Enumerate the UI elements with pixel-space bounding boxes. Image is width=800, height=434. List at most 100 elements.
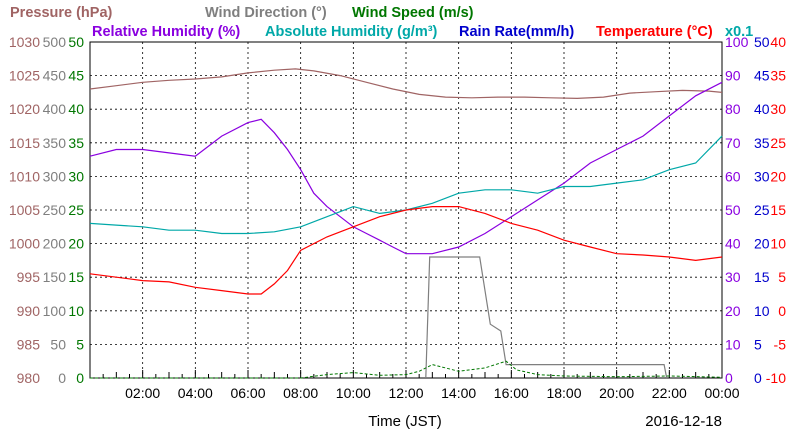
y-tick-label: 30 bbox=[725, 269, 741, 285]
y-tick-label: 20 bbox=[725, 303, 741, 319]
y-tick-label: 50 bbox=[68, 34, 84, 50]
y-tick-label: 35 bbox=[754, 135, 770, 151]
y-tick-label: 350 bbox=[43, 135, 67, 151]
y-tick-label: -10 bbox=[766, 370, 786, 386]
plot-border bbox=[89, 41, 723, 379]
y-tick-label: 25 bbox=[770, 135, 786, 151]
series-line bbox=[90, 360, 723, 379]
y-tick-label: 15 bbox=[754, 269, 770, 285]
y-tick-label: 5 bbox=[754, 336, 762, 352]
y-tick-label: 150 bbox=[43, 269, 67, 285]
x-tick-label: 00:00 bbox=[704, 385, 739, 401]
y-tick-label: 50 bbox=[725, 202, 741, 218]
y-tick-label: 40 bbox=[754, 101, 770, 117]
x-axis-label: Time (JST) bbox=[368, 413, 442, 430]
y-tick-label: 80 bbox=[725, 101, 741, 117]
y-tick-label: 980 bbox=[17, 370, 41, 386]
y-tick-label: 20 bbox=[68, 236, 84, 252]
y-tick-label: 400 bbox=[43, 101, 67, 117]
x-tick-label: 20:00 bbox=[599, 385, 634, 401]
legend: Pressure (hPa) Wind Direction (°) Wind Spe… bbox=[10, 5, 753, 40]
y-tick-label: -5 bbox=[774, 336, 787, 352]
series-group bbox=[89, 68, 723, 379]
x-tick-label: 16:00 bbox=[494, 385, 529, 401]
x-tick-label: 08:00 bbox=[283, 385, 318, 401]
y-tick-label: 0 bbox=[58, 370, 66, 386]
legend-entry: Relative Humidity (%) bbox=[92, 24, 240, 40]
y-tick-label: 250 bbox=[43, 202, 67, 218]
y-tick-label: 100 bbox=[725, 34, 749, 50]
x-tick-label: 12:00 bbox=[388, 385, 423, 401]
legend-entry: Wind Speed (m/s) bbox=[352, 5, 474, 21]
y-tick-label: 10 bbox=[725, 336, 741, 352]
y-tick-label: 1005 bbox=[9, 202, 40, 218]
y-tick-label: 5 bbox=[76, 336, 84, 352]
y-tick-label: 1030 bbox=[9, 34, 40, 50]
series-line bbox=[89, 81, 723, 255]
y-tick-label: 1020 bbox=[9, 101, 40, 117]
y-tick-label: 0 bbox=[76, 370, 84, 386]
y-tick-label: 20 bbox=[754, 236, 770, 252]
x-tick-label: 06:00 bbox=[230, 385, 265, 401]
y-tick-label: 25 bbox=[68, 202, 84, 218]
y-tick-label: 450 bbox=[43, 68, 67, 84]
y-tick-label: 0 bbox=[754, 370, 762, 386]
series-line bbox=[89, 68, 723, 100]
y-tick-label: 50 bbox=[754, 34, 770, 50]
y-tick-label: 200 bbox=[43, 236, 67, 252]
y-tick-label: 50 bbox=[50, 336, 66, 352]
y-tick-label: 990 bbox=[17, 303, 41, 319]
y-tick-label: 10 bbox=[754, 303, 770, 319]
series-line bbox=[89, 206, 723, 295]
y-tick-label: 5 bbox=[778, 269, 786, 285]
y-tick-label: 60 bbox=[725, 168, 741, 184]
plot-frame bbox=[89, 41, 723, 379]
x-tick-label: 02:00 bbox=[125, 385, 160, 401]
chart-date: 2016-12-18 bbox=[645, 413, 722, 430]
y-tick-label: 25 bbox=[754, 202, 770, 218]
x-tick-label: 22:00 bbox=[652, 385, 687, 401]
y-tick-label: 1010 bbox=[9, 168, 40, 184]
y-tick-label: 500 bbox=[43, 34, 67, 50]
y-tick-label: 90 bbox=[725, 68, 741, 84]
legend-entry: Wind Direction (°) bbox=[205, 5, 327, 21]
y-tick-label: 1015 bbox=[9, 135, 40, 151]
y-tick-label: 100 bbox=[43, 303, 67, 319]
grid: 02:00 04:00 06:00 08:00 10:00 12:00 14:00 16:00… bbox=[90, 42, 740, 401]
y-tick-label: 45 bbox=[68, 68, 84, 84]
x-tick-label: 18:00 bbox=[546, 385, 581, 401]
y-tick-label: 40 bbox=[770, 34, 786, 50]
y-tick-label: 15 bbox=[770, 202, 786, 218]
legend-scale-note: x0.1 bbox=[725, 24, 753, 40]
x-tick-label: 10:00 bbox=[336, 385, 371, 401]
y-tick-label: 70 bbox=[725, 135, 741, 151]
y-tick-label: 10 bbox=[770, 236, 786, 252]
legend-entry: Temperature (°C) bbox=[596, 24, 713, 40]
y-tick-label: 0 bbox=[778, 303, 786, 319]
y-tick-label: 10 bbox=[68, 303, 84, 319]
y-tick-label: 40 bbox=[68, 101, 84, 117]
y-tick-label: 1000 bbox=[9, 236, 40, 252]
y-tick-label: 30 bbox=[754, 168, 770, 184]
legend-entry: Pressure (hPa) bbox=[10, 5, 113, 21]
y-tick-label: 985 bbox=[17, 336, 41, 352]
y-tick-label: 30 bbox=[770, 101, 786, 117]
y-tick-label: 0 bbox=[725, 370, 733, 386]
legend-entry: Rain Rate(mm/h) bbox=[459, 24, 574, 40]
y-tick-label: 15 bbox=[68, 269, 84, 285]
y-tick-label: 40 bbox=[725, 236, 741, 252]
y-tick-label: 1025 bbox=[9, 68, 40, 84]
x-tick-label: 14:00 bbox=[441, 385, 476, 401]
y-tick-label: 35 bbox=[770, 68, 786, 84]
axes-group: 9809859909951000100510101015102010251030… bbox=[9, 34, 786, 386]
series-line bbox=[425, 256, 668, 379]
y-tick-label: 35 bbox=[68, 135, 84, 151]
y-tick-label: 30 bbox=[68, 168, 84, 184]
y-tick-label: 300 bbox=[43, 168, 67, 184]
y-tick-label: 45 bbox=[754, 68, 770, 84]
legend-entry: Absolute Humidity (g/m³) bbox=[265, 24, 438, 40]
y-tick-label: 995 bbox=[17, 269, 41, 285]
x-tick-label: 04:00 bbox=[178, 385, 213, 401]
y-tick-label: 20 bbox=[770, 168, 786, 184]
